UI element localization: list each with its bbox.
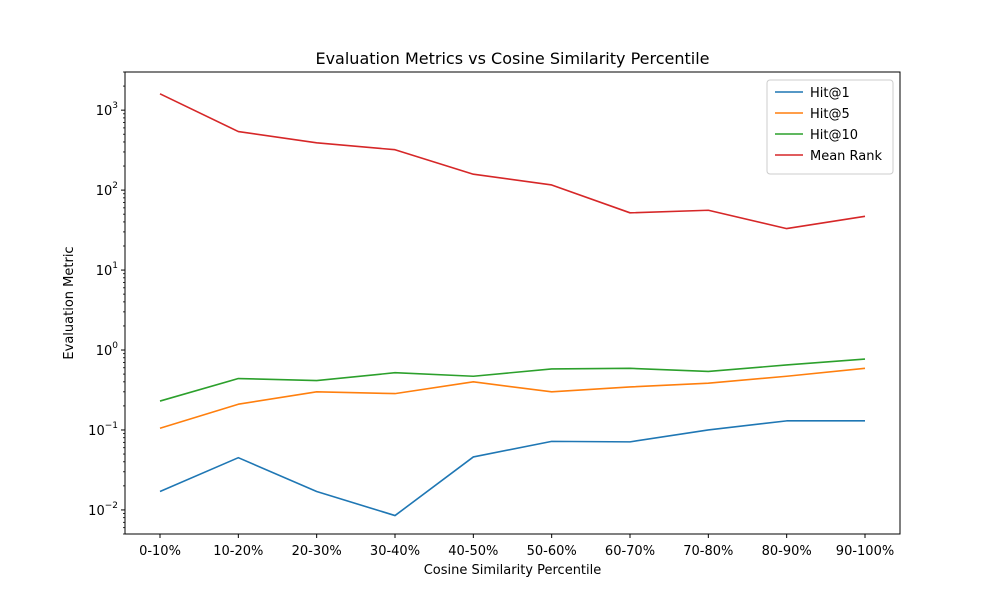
- x-tick-label: 90-100%: [836, 544, 894, 559]
- x-tick-label: 50-60%: [527, 544, 577, 559]
- x-tick-label: 80-90%: [762, 544, 812, 559]
- legend: Hit@1 Hit@5 Hit@10 Mean Rank: [766, 79, 894, 175]
- legend-label: Mean Rank: [810, 149, 883, 164]
- series-lines: [159, 93, 866, 517]
- chart-title: Evaluation Metrics vs Cosine Similarity …: [315, 49, 709, 68]
- x-tick-label: 40-50%: [448, 544, 498, 559]
- axes-frame: [124, 71, 901, 535]
- legend-label: Hit@5: [810, 107, 850, 122]
- x-tick-label: 10-20%: [213, 544, 263, 559]
- series-line-hit-10: [159, 358, 866, 402]
- x-axis: 0-10% 10-20% 20-30% 30-40% 40-50% 50-60% 60-70…: [139, 534, 894, 559]
- plot-area: [124, 71, 901, 535]
- y-tick-label: 101: [96, 261, 118, 279]
- legend-label: Hit@10: [810, 128, 858, 143]
- x-tick-label: 20-30%: [292, 544, 342, 559]
- series-line-hit-1: [159, 420, 865, 517]
- series-line-hit-5: [159, 367, 866, 430]
- y-tick-label: 10−1: [88, 421, 118, 439]
- legend-box: [766, 79, 894, 175]
- y-tick-label: 103: [96, 101, 118, 119]
- x-tick-label: 70-80%: [683, 544, 733, 559]
- series-line-mean-rank: [159, 93, 866, 230]
- y-tick-label: 100: [96, 341, 119, 359]
- x-tick-label: 60-70%: [605, 544, 655, 559]
- x-axis-label: Cosine Similarity Percentile: [424, 563, 602, 578]
- legend-label: Hit@1: [810, 86, 850, 101]
- y-tick-label: 10−2: [88, 501, 118, 519]
- y-axis-label: Evaluation Metric: [62, 246, 77, 359]
- y-tick-label: 102: [96, 181, 118, 199]
- y-axis: 10−2 10−1 100 101 102 103: [88, 71, 125, 535]
- x-tick-label: 0-10%: [139, 544, 181, 559]
- x-tick-label: 30-40%: [370, 544, 420, 559]
